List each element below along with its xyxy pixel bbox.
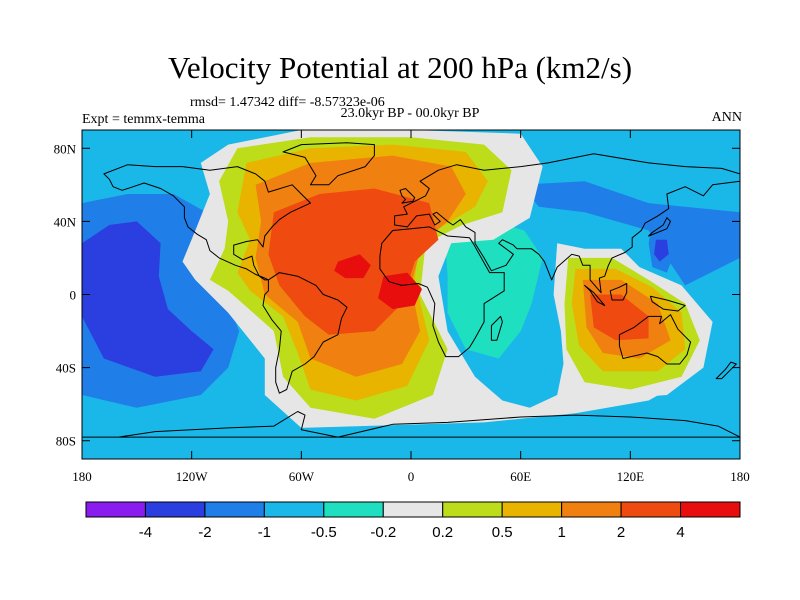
period-subtitle: 23.0kyr BP - 00.0kyr BP: [340, 106, 480, 121]
x-tick-label: 0: [408, 469, 415, 484]
coast-greenland: [282, 142, 375, 186]
y-tick-label: 80S: [56, 434, 76, 449]
season-label: ANN: [711, 110, 742, 125]
coast-eurasia: [394, 153, 740, 294]
band-pacific-core: [82, 221, 214, 377]
coast-japan: [648, 217, 671, 237]
colorbar-label: -0.2: [370, 524, 396, 541]
coast-north-america: [103, 164, 311, 281]
coast-indonesia-sumatra: [584, 284, 606, 306]
y-tick-label: 80N: [54, 141, 77, 156]
band-westpac-core: [654, 239, 669, 262]
colorbar-label: 4: [676, 524, 684, 541]
colorbar-label: -1: [258, 524, 271, 541]
x-tick-label: 60W: [289, 469, 315, 484]
x-tick-label: 120E: [617, 469, 645, 484]
coast-africa: [379, 226, 505, 358]
coast-australia: [618, 314, 692, 365]
coast-new-guinea: [649, 295, 686, 312]
band-north-east-blue: [520, 181, 740, 286]
band-indian-teal: [443, 217, 543, 359]
colorbar-label: 1: [557, 524, 565, 541]
x-tick-label: 180: [730, 469, 750, 484]
colorbar: -4 -2 -1 -0.5 -0.2 0.2 0.5 1 2 4: [85, 501, 741, 541]
coast-indonesia-borneo: [609, 283, 628, 301]
contour-field: [82, 130, 740, 459]
colorbar-swatch: [263, 501, 325, 518]
y-tick-label: 40S: [56, 361, 76, 376]
colorbar-label: 0.2: [432, 524, 453, 541]
axis-ticks: 180 120W 60W 0 60E 120E 180 80N 40N 0 40S 80S: [54, 130, 750, 484]
colorbar-swatch: [620, 501, 682, 518]
band-atlantic-red-north: [334, 254, 371, 279]
colorbar-label: 2: [617, 524, 625, 541]
colorbar-swatch: [680, 501, 741, 518]
colorbar-swatch: [382, 501, 444, 518]
x-tick-label: 60E: [510, 469, 531, 484]
y-tick-label: 40N: [54, 214, 77, 229]
colorbar-label: -4: [139, 524, 152, 541]
colorbar-label: 0.5: [492, 524, 513, 541]
colorbar-label: -2: [198, 524, 211, 541]
coastlines: [82, 142, 740, 438]
rmsd-diff-stats: rmsd= 1.47342 diff= -8.57323e-06: [190, 95, 385, 110]
x-tick-label: 180: [72, 469, 92, 484]
coast-madagascar: [490, 315, 503, 341]
experiment-label: Expt = temmx-temma: [82, 112, 205, 127]
coast-britain: [399, 188, 416, 204]
colorbar-swatch: [442, 501, 503, 518]
colorbar-label: -0.5: [311, 524, 337, 541]
coast-antarctica: [82, 411, 740, 438]
colorbar-swatch: [144, 501, 206, 518]
y-tick-label: 0: [70, 288, 77, 303]
colorbar-swatch: [204, 501, 265, 518]
x-tick-label: 120W: [176, 469, 209, 484]
chart-title: Velocity Potential at 200 hPa (km2/s): [167, 50, 633, 85]
coast-new-zealand: [715, 361, 737, 380]
coast-south-america: [262, 272, 348, 394]
colorbar-swatch: [85, 501, 146, 518]
colorbar-swatch: [323, 501, 384, 518]
colorbar-swatch: [501, 501, 563, 518]
colorbar-swatch: [561, 501, 622, 518]
